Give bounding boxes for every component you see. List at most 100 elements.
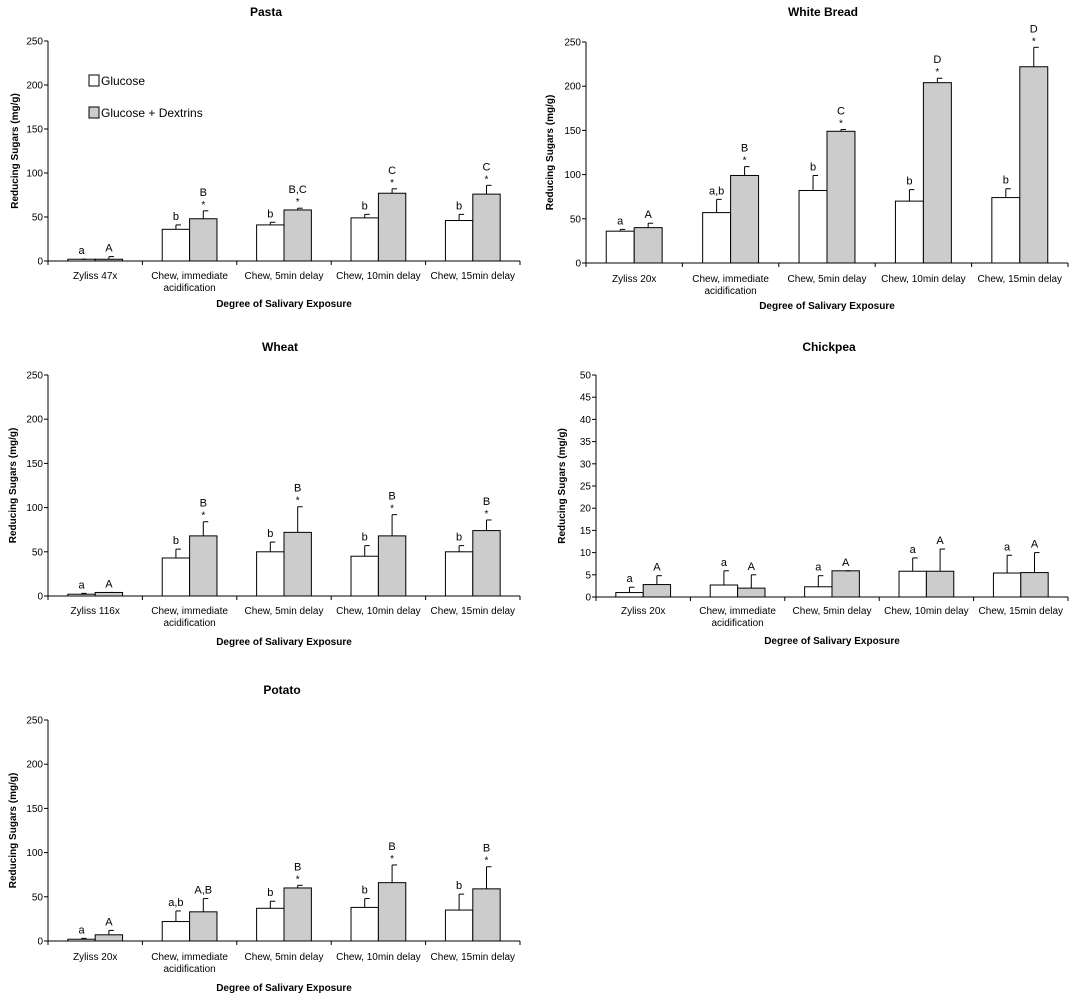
- y-tick-label: 250: [26, 371, 43, 382]
- category-label: Chew, 5min delay: [788, 274, 867, 285]
- significance-label: B: [294, 483, 301, 495]
- significance-label: a,b: [709, 185, 724, 197]
- category-label: Chew, immediate: [151, 952, 228, 963]
- significance-label: A: [105, 243, 113, 255]
- significance-label: A: [105, 578, 113, 590]
- significance-label: B: [741, 143, 748, 155]
- category-label: Zyliss 20x: [621, 606, 665, 617]
- significance-label: a: [78, 924, 85, 936]
- bar-glucose: [709, 584, 739, 598]
- bar-glucose: [67, 938, 96, 942]
- y-tick-label: 200: [26, 81, 43, 92]
- y-tick-label: 45: [580, 393, 592, 404]
- category-label: Chew, 5min delay: [245, 606, 324, 617]
- y-axis-label: Reducing Sugars (mg/g): [10, 93, 21, 209]
- category-label: Chew, 15min delay: [431, 271, 516, 282]
- y-tick-label: 200: [26, 415, 43, 426]
- significance-label: B: [200, 498, 207, 510]
- chart-title: Pasta: [250, 5, 282, 19]
- significance-label: A: [105, 916, 113, 928]
- y-tick-label: 10: [580, 548, 592, 559]
- bar-glucose: [256, 907, 285, 942]
- significance-label: a: [617, 215, 624, 227]
- bar-glucose-dextrins: [377, 535, 407, 597]
- bar-glucose: [350, 217, 379, 262]
- bar-glucose: [350, 555, 379, 597]
- significance-star: *: [743, 156, 747, 167]
- y-axis-label: Reducing Sugars (mg/g): [8, 428, 19, 544]
- category-label: Zyliss 20x: [73, 952, 117, 963]
- significance-star: *: [296, 496, 300, 507]
- y-tick-label: 50: [570, 214, 582, 225]
- x-axis-label: Degree of Salivary Exposure: [759, 301, 895, 312]
- significance-label: b: [173, 211, 179, 223]
- y-tick-label: 100: [26, 848, 43, 859]
- chart-title: Wheat: [262, 340, 298, 354]
- y-tick-label: 150: [564, 126, 581, 137]
- significance-label: B: [483, 496, 490, 508]
- y-tick-label: 100: [26, 169, 43, 180]
- significance-label: b: [456, 200, 462, 212]
- significance-label: A: [936, 535, 944, 547]
- significance-label: b: [906, 176, 912, 188]
- bar-glucose: [161, 921, 191, 942]
- category-label: Chew, 15min delay: [431, 952, 516, 963]
- significance-label: B: [200, 187, 207, 199]
- y-tick-label: 100: [26, 503, 43, 514]
- y-tick-label: 15: [580, 526, 592, 537]
- bar-glucose-dextrins: [472, 888, 501, 942]
- significance-label: A: [1031, 539, 1039, 551]
- significance-star: *: [1032, 36, 1036, 47]
- significance-label: b: [362, 532, 368, 544]
- significance-label: b: [1003, 175, 1009, 187]
- bar-glucose-dextrins: [925, 570, 955, 598]
- category-label: Chew, 15min delay: [431, 606, 516, 617]
- significance-label: a: [626, 573, 633, 585]
- bar-glucose-dextrins: [1019, 66, 1049, 264]
- legend-label: Glucose + Dextrins: [101, 106, 203, 120]
- bar-glucose-dextrins: [642, 584, 672, 598]
- significance-star: *: [485, 509, 489, 520]
- category-label: Chew, immediate: [151, 271, 228, 282]
- category-label: acidification: [163, 283, 215, 294]
- y-tick-label: 25: [580, 482, 592, 493]
- bar-glucose-dextrins: [283, 209, 312, 262]
- bar-glucose: [444, 909, 474, 942]
- bar-glucose: [898, 570, 927, 598]
- chart-title: Chickpea: [802, 340, 856, 354]
- bar-glucose-dextrins: [94, 258, 124, 262]
- significance-label: A: [653, 562, 661, 574]
- y-tick-label: 50: [32, 213, 44, 224]
- legend-swatch-dextrins: [88, 106, 100, 119]
- category-label: Chew, 10min delay: [336, 271, 421, 282]
- x-axis-label: Degree of Salivary Exposure: [216, 299, 352, 310]
- category-label: Chew, 5min delay: [793, 606, 872, 617]
- significance-label: b: [173, 535, 179, 547]
- bar-glucose: [992, 572, 1022, 598]
- bar-glucose-dextrins: [826, 130, 856, 264]
- significance-label: A: [645, 209, 653, 221]
- bar-glucose-dextrins: [189, 218, 218, 262]
- bar-glucose-dextrins: [472, 193, 501, 262]
- bar-glucose-dextrins: [633, 227, 663, 264]
- bar-glucose: [161, 228, 191, 262]
- category-label: Chew, 10min delay: [881, 274, 966, 285]
- significance-label: a: [721, 557, 728, 569]
- y-tick-label: 30: [580, 459, 592, 470]
- bar-glucose: [798, 190, 828, 264]
- significance-star: *: [485, 174, 489, 185]
- bar-glucose: [256, 224, 285, 262]
- bar-glucose-dextrins: [94, 934, 124, 942]
- bar-glucose: [991, 197, 1021, 264]
- bar-glucose-dextrins: [831, 570, 860, 598]
- bar-glucose-dextrins: [189, 911, 218, 942]
- significance-label: A: [748, 561, 756, 573]
- bar-glucose-dextrins: [377, 192, 407, 262]
- significance-star: *: [201, 200, 205, 211]
- bar-glucose-dextrins: [283, 887, 312, 942]
- chart-wheat: Wheat 0 50 100 150 200 250 Reducing Sugars (mg/…: [8, 340, 521, 648]
- significance-label: b: [456, 880, 462, 892]
- category-label: Chew, immediate: [151, 606, 228, 617]
- category-label: acidification: [163, 964, 215, 975]
- significance-label: B: [388, 491, 395, 503]
